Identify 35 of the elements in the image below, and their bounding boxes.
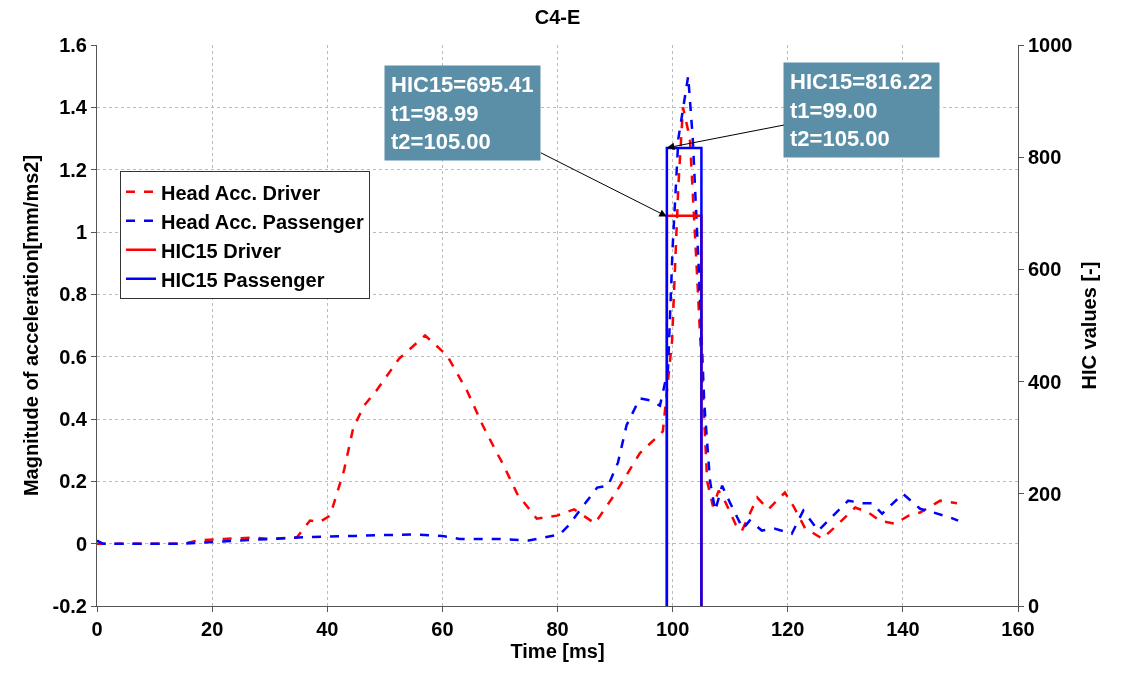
legend-label: Head Acc. Passenger: [161, 210, 364, 233]
legend-label: HIC15 Driver: [161, 239, 282, 262]
y-tick-label: -0.2: [52, 595, 87, 617]
y-tick-label: 0: [75, 532, 87, 555]
legend-label: HIC15 Passenger: [161, 268, 325, 291]
y-tick-label: 1: [75, 221, 87, 243]
annotation: HIC15=695.41 t1=98.99 t2=105.00: [391, 72, 534, 155]
x-tick-label: 0: [91, 618, 103, 640]
annotation: HIC15=816.22 t1=99.00 t2=105.00: [790, 69, 933, 152]
y-tick-label: 0.4: [59, 408, 88, 430]
y2-tick-label: 1000: [1028, 34, 1073, 56]
x-tick-label: 120: [771, 618, 805, 640]
x-tick-label: 20: [201, 618, 224, 640]
y-tick-label: 1.2: [59, 158, 87, 181]
y-tick-label: 1.4: [59, 96, 88, 119]
y-tick-label: 0.6: [59, 345, 87, 368]
y-tick-label: 0.8: [59, 283, 87, 306]
x-tick-label: 40: [316, 618, 339, 640]
y2-tick-label: 200: [1028, 482, 1062, 505]
chart-title: C4-E: [534, 6, 581, 29]
x-tick-label: 160: [1001, 618, 1035, 640]
x-tick-label: 100: [655, 618, 690, 640]
x-tick-label: 60: [431, 618, 454, 640]
y2-tick-label: 600: [1028, 258, 1062, 281]
y-axis-title: Magnitude of acceleration[mm/ms2]: [20, 154, 43, 497]
x-tick-label: 80: [546, 618, 569, 640]
y-tick-label: 1.6: [59, 34, 87, 56]
legend-label: Head Acc. Driver: [161, 181, 321, 204]
x-axis-title: Time [ms]: [510, 640, 605, 662]
x-tick-label: 140: [886, 618, 920, 640]
y2-tick-label: 400: [1028, 370, 1062, 393]
y2-axis-title: HIC values [-]: [1078, 261, 1100, 390]
y2-tick-label: 800: [1028, 146, 1062, 169]
y2-tick-label: 0: [1028, 595, 1040, 617]
y-tick-label: 0.2: [59, 470, 87, 493]
